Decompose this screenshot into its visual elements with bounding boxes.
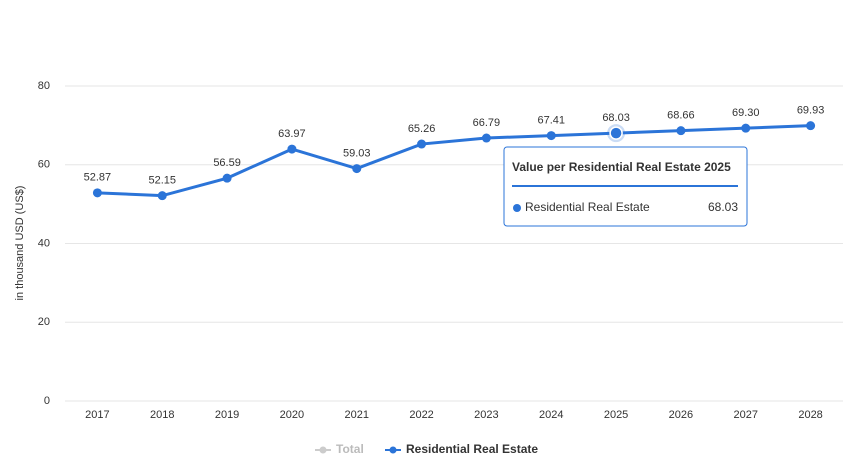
data-label: 52.15 (148, 175, 176, 187)
data-point (546, 131, 556, 141)
legend-marker[interactable] (319, 446, 327, 454)
data-label: 68.03 (602, 112, 630, 124)
x-tick-label: 2023 (474, 409, 498, 421)
x-tick-label: 2018 (150, 409, 174, 421)
data-label: 66.79 (473, 117, 501, 129)
data-point (157, 191, 167, 201)
data-point (741, 123, 751, 133)
legend-marker[interactable] (389, 446, 397, 454)
data-label: 69.93 (797, 105, 825, 117)
data-label: 68.66 (667, 110, 695, 122)
x-tick-label: 2026 (669, 409, 693, 421)
data-label: 52.87 (84, 172, 112, 184)
x-tick-label: 2017 (85, 409, 109, 421)
x-tick-label: 2025 (604, 409, 628, 421)
x-tick-label: 2021 (345, 409, 369, 421)
data-label: 56.59 (213, 157, 241, 169)
data-point (417, 139, 427, 149)
y-tick-label: 20 (38, 316, 50, 328)
data-label: 65.26 (408, 123, 436, 135)
data-point (609, 126, 623, 140)
tooltip-marker (513, 204, 521, 212)
x-tick-label: 2028 (798, 409, 822, 421)
y-tick-label: 80 (38, 80, 50, 92)
legend-label[interactable]: Total (336, 442, 364, 456)
series-line (97, 124, 811, 198)
x-tick-label: 2020 (280, 409, 304, 421)
tooltip-title: Value per Residential Real Estate 2025 (512, 160, 731, 174)
data-label: 59.03 (343, 147, 371, 159)
tooltip-value: 68.03 (708, 200, 738, 214)
tooltip: Value per Residential Real Estate 2025 Re… (503, 146, 748, 227)
data-point (352, 164, 362, 174)
tooltip-series-name: Residential Real Estate (525, 200, 650, 214)
data-point (287, 144, 297, 154)
y-tick-label: 60 (38, 159, 50, 171)
x-tick-label: 2019 (215, 409, 239, 421)
data-label: 67.41 (537, 114, 565, 126)
y-axis-label: in thousand USD (US$) (14, 186, 26, 301)
x-tick-label: 2027 (734, 409, 758, 421)
y-tick-label: 40 (38, 237, 50, 249)
x-tick-label: 2024 (539, 409, 563, 421)
data-point (806, 121, 816, 131)
x-tick-label: 2022 (409, 409, 433, 421)
data-point (676, 126, 686, 136)
data-point (222, 173, 232, 183)
data-point (481, 133, 491, 143)
data-label: 69.30 (732, 107, 760, 119)
legend-label[interactable]: Residential Real Estate (406, 442, 538, 456)
y-tick-label: 0 (44, 395, 50, 407)
data-label: 63.97 (278, 128, 306, 140)
data-point (92, 188, 102, 198)
